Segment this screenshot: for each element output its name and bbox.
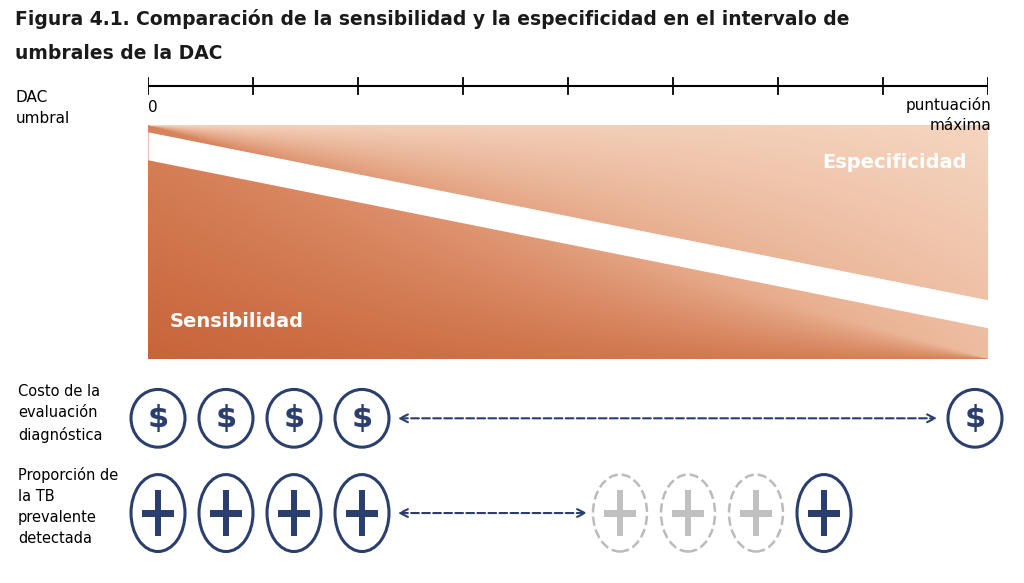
FancyBboxPatch shape bbox=[821, 490, 826, 536]
FancyBboxPatch shape bbox=[739, 510, 772, 517]
Polygon shape bbox=[148, 132, 988, 328]
FancyBboxPatch shape bbox=[604, 510, 636, 517]
Ellipse shape bbox=[593, 475, 647, 552]
Text: puntuación
máxima: puntuación máxima bbox=[905, 97, 991, 133]
Text: Proporción de
la TB
prevalente
detectada: Proporción de la TB prevalente detectada bbox=[18, 467, 118, 546]
FancyBboxPatch shape bbox=[141, 510, 174, 517]
Ellipse shape bbox=[131, 389, 185, 447]
Text: DAC: DAC bbox=[15, 90, 47, 106]
Text: Costo de la
evaluación
diagnóstica: Costo de la evaluación diagnóstica bbox=[18, 384, 102, 442]
Text: $: $ bbox=[147, 404, 169, 433]
Text: Sensibilidad: Sensibilidad bbox=[169, 311, 303, 331]
FancyBboxPatch shape bbox=[278, 510, 310, 517]
Text: umbral: umbral bbox=[15, 111, 70, 126]
Text: $: $ bbox=[351, 404, 373, 433]
Ellipse shape bbox=[335, 475, 389, 552]
Ellipse shape bbox=[267, 389, 321, 447]
Ellipse shape bbox=[199, 475, 253, 552]
Ellipse shape bbox=[662, 475, 715, 552]
Ellipse shape bbox=[199, 389, 253, 447]
Ellipse shape bbox=[267, 475, 321, 552]
FancyBboxPatch shape bbox=[359, 490, 365, 536]
Ellipse shape bbox=[797, 475, 851, 552]
FancyBboxPatch shape bbox=[672, 510, 705, 517]
FancyBboxPatch shape bbox=[346, 510, 378, 517]
Ellipse shape bbox=[948, 389, 1002, 447]
Text: umbrales de la DAC: umbrales de la DAC bbox=[15, 44, 223, 63]
Ellipse shape bbox=[729, 475, 783, 552]
Text: $: $ bbox=[215, 404, 237, 433]
FancyBboxPatch shape bbox=[685, 490, 691, 536]
Text: $: $ bbox=[284, 404, 304, 433]
FancyBboxPatch shape bbox=[808, 510, 841, 517]
Ellipse shape bbox=[335, 389, 389, 447]
Text: Especificidad: Especificidad bbox=[822, 153, 967, 173]
FancyBboxPatch shape bbox=[754, 490, 759, 536]
FancyBboxPatch shape bbox=[156, 490, 161, 536]
Ellipse shape bbox=[131, 475, 185, 552]
FancyBboxPatch shape bbox=[210, 510, 243, 517]
FancyBboxPatch shape bbox=[223, 490, 228, 536]
Text: 0: 0 bbox=[148, 100, 158, 115]
Text: $: $ bbox=[965, 404, 986, 433]
Text: Figura 4.1. Comparación de la sensibilidad y la especificidad en el intervalo de: Figura 4.1. Comparación de la sensibilid… bbox=[15, 9, 850, 29]
FancyBboxPatch shape bbox=[291, 490, 297, 536]
FancyBboxPatch shape bbox=[617, 490, 623, 536]
